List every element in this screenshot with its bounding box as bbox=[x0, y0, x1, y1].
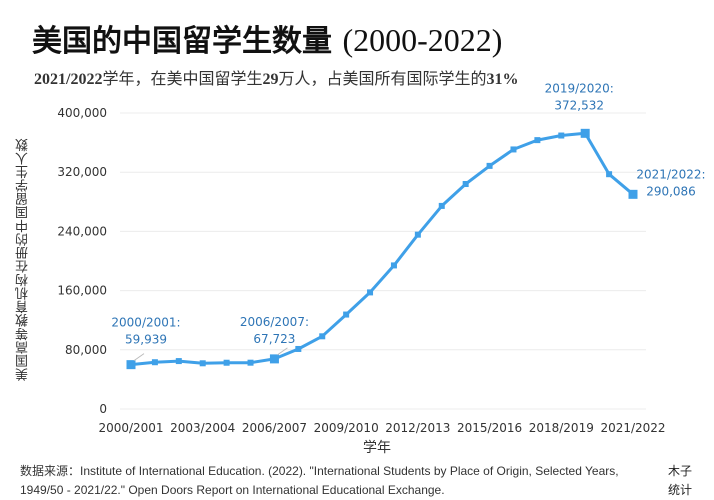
x-tick-label: 2021/2022 bbox=[600, 421, 665, 435]
annotation-leader bbox=[133, 353, 145, 362]
data-point-marker bbox=[390, 262, 397, 269]
data-point-marker bbox=[126, 360, 136, 370]
chart-title: 美国的中国留学生数量 (2000-2022) bbox=[32, 16, 502, 60]
x-tick-label: 2012/2013 bbox=[385, 421, 450, 435]
brand-watermark: 木子 统计 bbox=[665, 462, 695, 500]
data-point-marker bbox=[367, 289, 374, 296]
annotation-value: 290,086 bbox=[646, 184, 696, 198]
data-point-marker bbox=[534, 137, 541, 144]
y-tick-label: 80,000 bbox=[65, 343, 107, 357]
data-point-marker bbox=[558, 132, 565, 139]
data-point-marker bbox=[343, 311, 350, 318]
data-point-marker bbox=[319, 333, 326, 340]
chart-subtitle: 2021/2022学年，在美中国留学生29万人，占美国所有国际学生的31% bbox=[34, 65, 518, 89]
data-point-marker bbox=[151, 359, 158, 366]
data-point-marker bbox=[223, 359, 230, 366]
data-point-marker bbox=[199, 360, 206, 367]
x-tick-label: 2018/2019 bbox=[529, 421, 594, 435]
subtitle-part: 万人，占美国所有国际学生的 bbox=[278, 71, 487, 88]
annotation-value: 372,532 bbox=[554, 98, 604, 112]
data-source-note: 数据来源：Institute of International Educatio… bbox=[20, 464, 619, 497]
brand-line-1: 木子 bbox=[667, 464, 692, 478]
annotation-label: 2000/2001: bbox=[111, 316, 180, 330]
annotation-value: 59,939 bbox=[125, 333, 167, 347]
data-point-marker bbox=[580, 128, 590, 138]
x-tick-label: 2015/2016 bbox=[457, 421, 522, 435]
data-point-marker bbox=[628, 189, 638, 199]
data-point-marker bbox=[486, 162, 493, 169]
x-axis-label: 学年 bbox=[363, 440, 391, 456]
data-point-marker bbox=[295, 345, 302, 352]
data-point-marker bbox=[462, 181, 469, 188]
data-point-marker bbox=[510, 146, 517, 153]
x-tick-label: 2009/2010 bbox=[314, 421, 379, 435]
brand-line-2: 统计 bbox=[667, 483, 692, 497]
data-point-marker bbox=[175, 358, 182, 365]
title-years: (2000-2022) bbox=[342, 22, 503, 58]
x-tick-label: 2003/2004 bbox=[170, 421, 235, 435]
data-point-marker bbox=[606, 171, 613, 178]
subtitle-part: 31% bbox=[486, 71, 519, 88]
data-point-marker bbox=[247, 359, 254, 366]
y-tick-label: 320,000 bbox=[57, 165, 107, 179]
annotation-value: 67,723 bbox=[253, 332, 295, 346]
data-point-marker bbox=[269, 354, 279, 364]
annotation-label: 2021/2022: bbox=[636, 167, 705, 181]
data-point-marker bbox=[438, 202, 445, 209]
x-tick-label: 2006/2007 bbox=[242, 421, 307, 435]
annotation-label: 2006/2007: bbox=[240, 315, 309, 329]
series-line bbox=[130, 131, 634, 367]
y-tick-label: 0 bbox=[99, 402, 107, 416]
y-tick-label: 400,000 bbox=[57, 106, 107, 120]
subtitle-part: 29 bbox=[262, 71, 279, 88]
annotation-leader bbox=[277, 347, 288, 356]
data-point-marker bbox=[414, 231, 421, 238]
y-tick-label: 160,000 bbox=[57, 284, 107, 298]
y-tick-label: 240,000 bbox=[57, 224, 107, 238]
title-chinese: 美国的中国留学生数量 bbox=[32, 24, 332, 59]
subtitle-part: 学年，在美中国留学生 bbox=[102, 71, 263, 88]
annotation-label: 2019/2020: bbox=[545, 81, 614, 95]
subtitle-part: 2021/2022 bbox=[34, 71, 103, 88]
x-tick-label: 2000/2001 bbox=[98, 421, 163, 435]
